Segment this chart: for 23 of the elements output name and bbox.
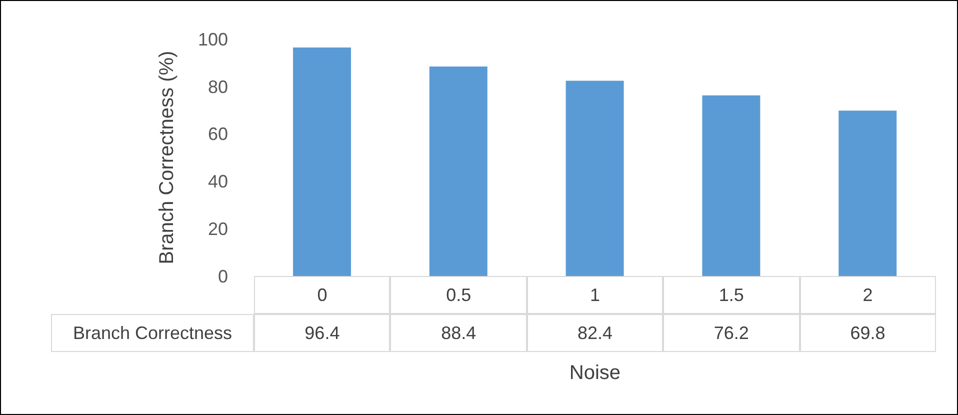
data-label: 69.8	[800, 314, 936, 352]
bar	[293, 48, 351, 276]
data-label: 88.4	[390, 314, 527, 352]
x-tick-label: 0.5	[390, 276, 527, 314]
x-tick-label: 2	[800, 276, 936, 314]
bar	[702, 95, 760, 276]
y-tick-label: 100	[198, 29, 228, 50]
x-tick-label: 1	[526, 276, 664, 314]
x-axis-title: Noise	[568, 362, 622, 385]
text: Branch Correctness	[51, 314, 254, 352]
data-label: 96.4	[254, 314, 390, 352]
y-tick-label: 60	[208, 124, 228, 144]
bar	[838, 110, 897, 276]
y-tick-label: 80	[208, 76, 228, 97]
y-tick-label: 20	[208, 218, 228, 239]
data-label: 76.2	[663, 314, 800, 352]
y-axis-title: Branch Correctness (%)	[156, 50, 178, 264]
x-tick-label: 0	[254, 276, 390, 314]
y-tick-label: 40	[208, 172, 228, 192]
data-label: 82.4	[526, 314, 664, 352]
bar	[566, 80, 624, 276]
bar	[429, 66, 488, 276]
x-tick-label: 1.5	[663, 276, 800, 314]
